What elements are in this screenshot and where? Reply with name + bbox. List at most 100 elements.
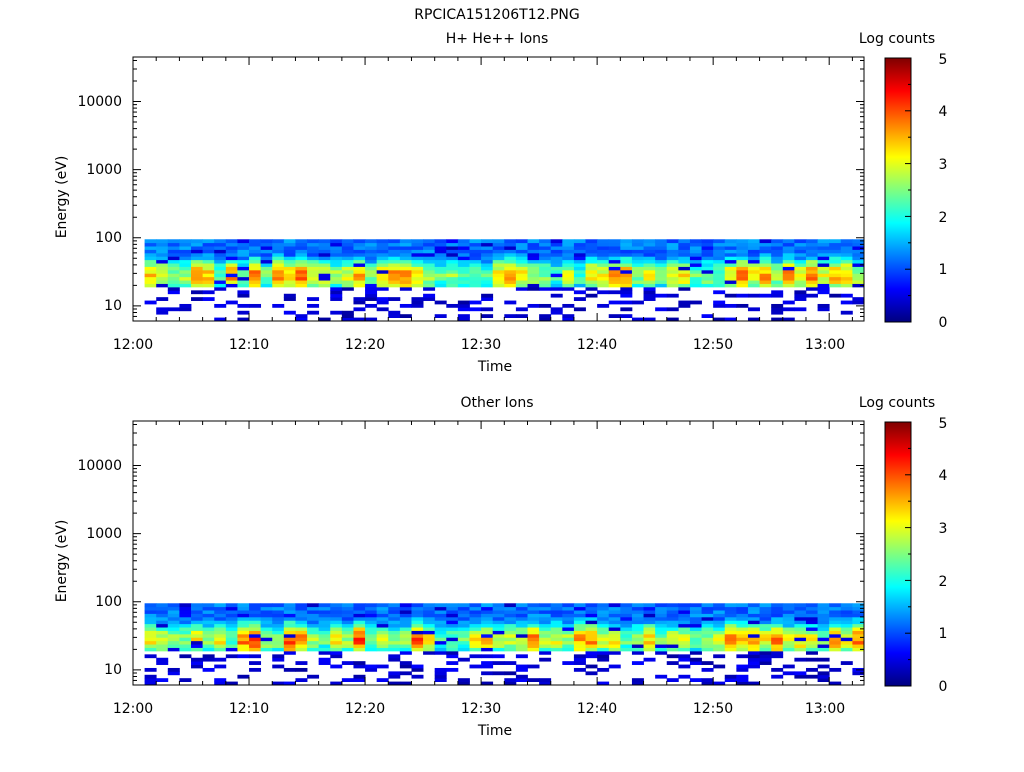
heatmap-cell xyxy=(562,637,575,642)
heatmap-cell xyxy=(423,603,436,608)
heatmap-cell xyxy=(539,239,552,244)
heatmap-cell xyxy=(840,249,853,254)
heatmap-cell xyxy=(701,613,714,618)
heatmap-cell xyxy=(167,627,180,631)
heatmap-cell xyxy=(214,252,227,257)
heatmap-cell xyxy=(272,259,285,264)
heatmap-cell xyxy=(608,314,621,318)
heatmap-cell xyxy=(341,678,354,682)
heatmap-cell xyxy=(620,293,633,298)
heatmap-cell xyxy=(341,256,354,261)
heatmap-cell xyxy=(539,681,552,686)
heatmap-cell xyxy=(852,647,865,652)
heatmap-cell xyxy=(388,640,401,645)
heatmap-cell xyxy=(539,603,552,608)
heatmap-cell xyxy=(747,249,760,254)
heatmap-cell xyxy=(481,293,494,298)
heatmap-cell xyxy=(597,256,610,261)
heatmap-cell xyxy=(678,613,691,618)
heatmap-cell xyxy=(376,644,389,648)
x-tick-label: 12:20 xyxy=(345,701,385,717)
heatmap-cell xyxy=(144,633,157,638)
axes-ticks xyxy=(132,57,864,322)
x-tick-label: 13:00 xyxy=(805,337,845,353)
heatmap-cell xyxy=(469,623,482,628)
heatmap-cell xyxy=(167,613,180,618)
heatmap-cell xyxy=(759,650,772,655)
heatmap-cell xyxy=(283,667,296,672)
heatmap-cell xyxy=(678,657,691,662)
heatmap-cell xyxy=(852,256,865,261)
heatmap-cell xyxy=(747,283,760,288)
heatmap-cell xyxy=(805,667,818,672)
heatmap-cell xyxy=(527,303,540,308)
heatmap-cell xyxy=(237,303,250,308)
heatmap-cell xyxy=(376,273,389,278)
heatmap-cell xyxy=(666,276,679,281)
heatmap-cell xyxy=(399,303,412,308)
heatmap-cell xyxy=(283,293,296,298)
heatmap-cell xyxy=(434,630,447,635)
heatmap-cell xyxy=(840,606,853,611)
heatmap-cell xyxy=(202,623,215,628)
heatmap-cell xyxy=(272,269,285,274)
heatmap-cell xyxy=(225,627,238,631)
heatmap-cell xyxy=(295,252,308,257)
heatmap-cell xyxy=(144,242,157,247)
heatmap-cell xyxy=(469,249,482,254)
heatmap-cell xyxy=(423,640,436,645)
heatmap-cell xyxy=(457,613,470,618)
heatmap-cell xyxy=(272,249,285,254)
heatmap-cell xyxy=(550,637,563,642)
heatmap-cell xyxy=(655,252,668,257)
heatmap-cell xyxy=(759,613,772,618)
heatmap-cell xyxy=(318,627,331,631)
heatmap-cell xyxy=(144,300,157,305)
heatmap-cell xyxy=(249,647,262,652)
heatmap-cell xyxy=(771,310,784,315)
heatmap-cell xyxy=(330,290,343,295)
heatmap-cell xyxy=(724,644,737,648)
heatmap-cell xyxy=(481,283,494,288)
heatmap-cell xyxy=(597,644,610,648)
heatmap-cell xyxy=(747,681,760,686)
heatmap-cell xyxy=(249,661,262,665)
heatmap-cell xyxy=(747,654,760,659)
heatmap-cell xyxy=(678,259,691,264)
heatmap-cell xyxy=(608,276,621,281)
heatmap-cell xyxy=(631,681,644,686)
heatmap-cell xyxy=(411,637,424,642)
heatmap-cell xyxy=(388,252,401,257)
heatmap-cell xyxy=(307,246,320,250)
heatmap-cell xyxy=(829,616,842,621)
heatmap-cell xyxy=(156,297,169,301)
heatmap-cell xyxy=(353,317,366,322)
heatmap-cell xyxy=(411,242,424,247)
heatmap-cell xyxy=(434,269,447,274)
heatmap-cell xyxy=(295,633,308,638)
heatmap-cell xyxy=(411,303,424,308)
heatmap-cell xyxy=(457,627,470,631)
heatmap-cell xyxy=(620,633,633,638)
heatmap-cell xyxy=(573,667,586,672)
heatmap-cell xyxy=(829,293,842,298)
heatmap-cell xyxy=(330,610,343,614)
heatmap-cell xyxy=(434,606,447,611)
heatmap-cell xyxy=(643,263,656,267)
heatmap-cell xyxy=(341,310,354,315)
heatmap-cell xyxy=(515,630,528,635)
heatmap-cell xyxy=(701,630,714,635)
heatmap-cell xyxy=(829,263,842,267)
heatmap-cell xyxy=(457,606,470,611)
heatmap-cell xyxy=(469,242,482,247)
heatmap-cell xyxy=(330,286,343,291)
heatmap-cell xyxy=(759,269,772,274)
heatmap-cell xyxy=(597,667,610,672)
heatmap-cell xyxy=(156,307,169,312)
heatmap-cell xyxy=(631,300,644,305)
heatmap-cell xyxy=(573,259,586,264)
heatmap-cell xyxy=(481,246,494,250)
heatmap-cell xyxy=(608,246,621,250)
heatmap-cell xyxy=(504,603,517,608)
heatmap-cell xyxy=(713,610,726,614)
